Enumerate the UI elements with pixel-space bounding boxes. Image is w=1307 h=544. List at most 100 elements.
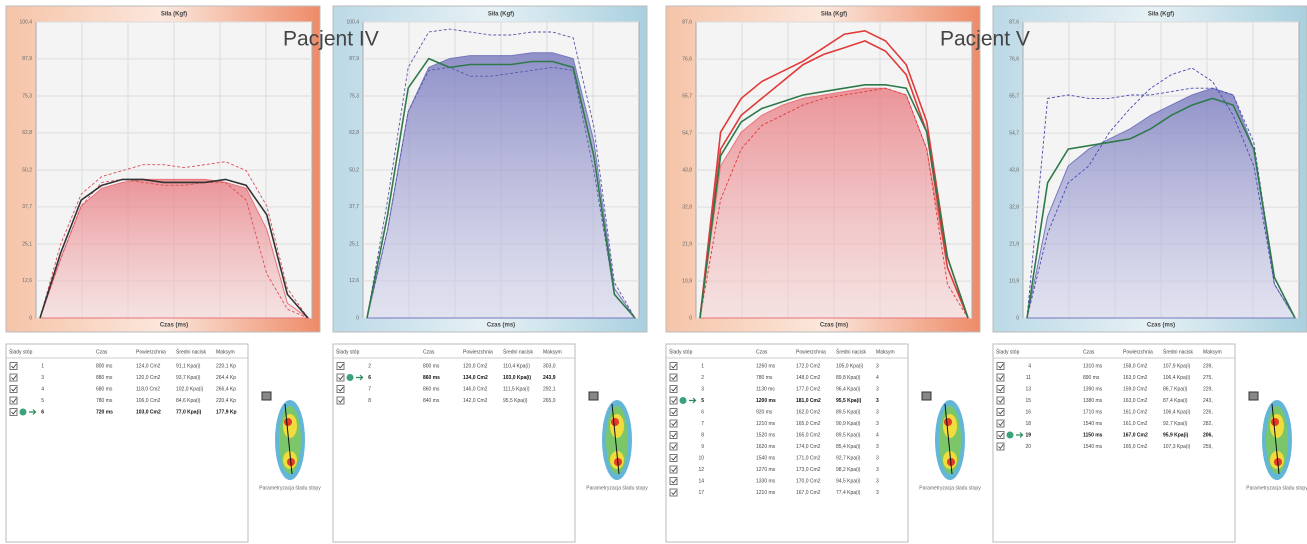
- table-cell: 1390 ms: [1083, 386, 1103, 392]
- table-cell: 6: [41, 409, 44, 415]
- table-cell: 1: [701, 363, 704, 369]
- y-tick-label: 75,3: [22, 93, 32, 99]
- table-cell: 206,: [1203, 432, 1213, 438]
- table-cell: 1130 ms: [756, 386, 775, 392]
- table-cell: 265,0: [543, 398, 556, 404]
- foot-button: [922, 392, 931, 400]
- checkbox: [10, 363, 17, 370]
- table-cell: 4: [41, 386, 44, 392]
- table-cell: 19: [1025, 432, 1031, 438]
- table-cell: 162,0 Cm2: [796, 409, 821, 415]
- checkbox: [670, 443, 677, 450]
- table-cell: 111,5 Kpa(i): [503, 386, 530, 392]
- table-cell: 107,9 Kpa(i): [1163, 363, 1191, 369]
- foot-caption: Parametryzacja śladu stopy: [919, 485, 981, 491]
- table-cell: 102,0 Kpa(i): [176, 386, 204, 392]
- table-cell: 107,3 Kpa(i): [1163, 444, 1191, 450]
- checkbox: [997, 386, 1004, 393]
- table-cell: 1270 ms: [756, 467, 776, 473]
- column-header: Ślady stóp: [9, 347, 33, 355]
- table-cell: 106,4 Kpa(i): [1163, 409, 1191, 415]
- table-cell: 93,7 Kpa(i): [176, 375, 201, 381]
- table-cell: 163,0 Cm2: [1123, 375, 1148, 381]
- table-cell: 1: [41, 363, 44, 369]
- table-cell: 177,9 Kp: [216, 409, 237, 415]
- y-tick-label: 65,7: [682, 93, 692, 99]
- checkbox: [997, 397, 1004, 404]
- table-cell: 2: [701, 375, 704, 381]
- table-cell: 3: [876, 467, 879, 473]
- table-cell: 142,0 Cm2: [463, 398, 488, 404]
- y-tick-label: 37,7: [349, 204, 359, 210]
- table-cell: 1210 ms: [756, 421, 776, 427]
- x-axis-label: Czas (ms): [1147, 323, 1175, 329]
- chart-title: Siła (Kgf): [1148, 12, 1174, 18]
- selected-icon: [347, 374, 354, 381]
- panels: Siła (Kgf)Czas (ms)012,625,137,750,262,8…: [6, 6, 1307, 542]
- table-cell: 165,0 Cm2: [796, 432, 821, 438]
- table-cell: 6: [701, 409, 704, 415]
- table-cell: 161,0 Cm2: [1123, 409, 1148, 415]
- table-cell: 174,0 Cm2: [796, 444, 821, 450]
- table-cell: 14: [698, 478, 704, 484]
- table-cell: 85,4 Kpa(i): [836, 444, 861, 450]
- table-cell: 720 ms: [96, 409, 113, 415]
- table-cell: 163,0 Cm2: [1123, 398, 1148, 404]
- foot-button: [1249, 392, 1258, 400]
- checkbox: [997, 409, 1004, 416]
- checkbox: [337, 363, 344, 370]
- table-cell: 3: [876, 363, 879, 369]
- table-cell: 890 ms: [1083, 375, 1100, 381]
- pressure-peak: [284, 418, 292, 426]
- checkbox: [10, 409, 17, 416]
- panel: Siła (Kgf)Czas (ms)012,625,137,750,262,8…: [333, 6, 648, 542]
- table-cell: 181,0 Cm2: [796, 398, 821, 404]
- table-cell: 77,4 Kpa(i): [836, 490, 861, 496]
- table-cell: 10: [698, 455, 704, 461]
- table-cell: 1520 ms: [756, 432, 776, 438]
- table-cell: 282,: [1203, 421, 1213, 427]
- table-cell: 94,5 Kpa(i): [836, 478, 861, 484]
- column-header: Powierzchnia: [136, 349, 166, 355]
- table-cell: 15: [1025, 398, 1031, 404]
- table-frame: [6, 344, 248, 542]
- table-cell: 124,0 Cm2: [136, 363, 161, 369]
- table-cell: 161,0 Cm2: [1123, 421, 1148, 427]
- table-cell: 3: [876, 490, 879, 496]
- table-cell: 91,1 Kpa(i): [176, 363, 201, 369]
- panel: Siła (Kgf)Czas (ms)010,921,932,843,854,7…: [993, 6, 1307, 542]
- column-header: Maksym: [216, 349, 235, 355]
- checkbox: [10, 386, 17, 393]
- foot-caption: Parametryzacja śladu stopy: [1246, 485, 1307, 491]
- table-cell: 18: [1025, 421, 1031, 427]
- table-cell: 229,: [1203, 386, 1213, 392]
- y-tick-label: 25,1: [22, 241, 32, 247]
- table-cell: 90,9 Kpa(i): [836, 421, 861, 427]
- table-cell: 920 ms: [756, 409, 773, 415]
- checkbox: [670, 432, 677, 439]
- y-tick-label: 43,8: [682, 167, 692, 173]
- table-cell: 92,7 Kpa(i): [1163, 421, 1188, 427]
- checkbox: [670, 363, 677, 370]
- checkbox: [670, 420, 677, 427]
- table-cell: 1330 ms: [756, 478, 776, 484]
- y-tick-label: 43,8: [1009, 167, 1019, 173]
- table-cell: 8: [368, 398, 371, 404]
- table-cell: 226,: [1203, 409, 1213, 415]
- column-header: Maksym: [876, 349, 895, 355]
- column-header: Powierzchnia: [463, 349, 493, 355]
- table-cell: 3: [876, 386, 879, 392]
- column-header: Maksym: [543, 349, 562, 355]
- column-header: Powierzchnia: [1123, 349, 1153, 355]
- table-cell: 259,: [1203, 444, 1213, 450]
- checkbox: [997, 420, 1004, 427]
- panel: Siła (Kgf)Czas (ms)012,625,137,750,262,8…: [6, 6, 321, 542]
- y-tick-label: 65,7: [1009, 93, 1019, 99]
- table-cell: 1200 ms: [756, 398, 776, 404]
- patient-label: Pacjent IV: [283, 28, 379, 51]
- y-tick-label: 10,9: [1009, 278, 1019, 284]
- table-cell: 86,7 Kpa(i): [1163, 386, 1188, 392]
- checkbox: [670, 386, 677, 393]
- chart-title: Siła (Kgf): [161, 12, 187, 18]
- y-tick-label: 0: [1016, 315, 1019, 321]
